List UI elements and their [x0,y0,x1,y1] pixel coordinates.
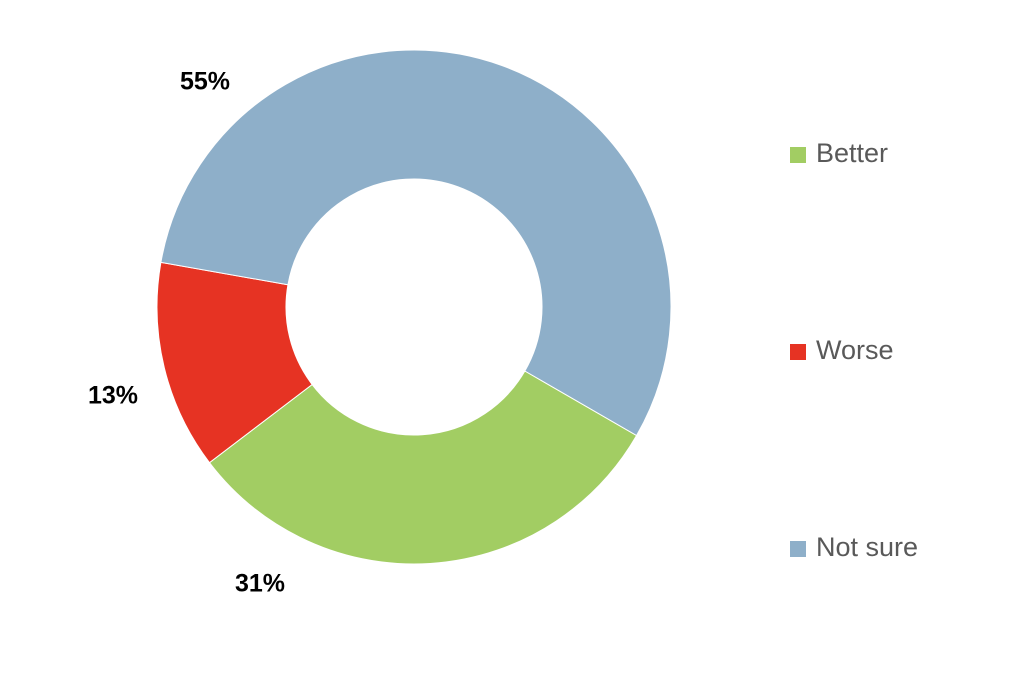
legend-swatch [790,541,806,557]
donut-slice [160,49,672,437]
donut-slice [208,370,638,565]
legend-swatch [790,344,806,360]
data-label: 31% [235,570,285,598]
data-label: 13% [88,382,138,410]
legend-label: Not sure [816,532,918,562]
data-label: 55% [180,68,230,96]
legend-label: Worse [816,335,894,365]
legend-swatch [790,147,806,163]
legend-label: Better [816,138,888,168]
